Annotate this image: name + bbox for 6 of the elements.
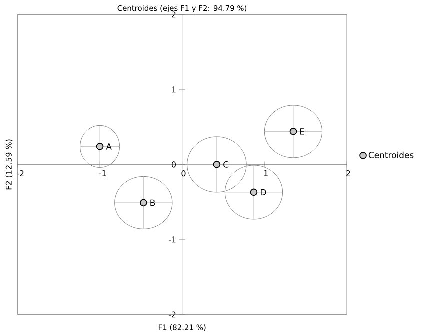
annotation: B [150, 200, 156, 206]
legend-label: Centroides [368, 152, 414, 158]
annotation: E [300, 128, 304, 135]
annotation: C [224, 162, 229, 168]
annotation: A [106, 144, 112, 150]
annotation: D [261, 189, 266, 196]
